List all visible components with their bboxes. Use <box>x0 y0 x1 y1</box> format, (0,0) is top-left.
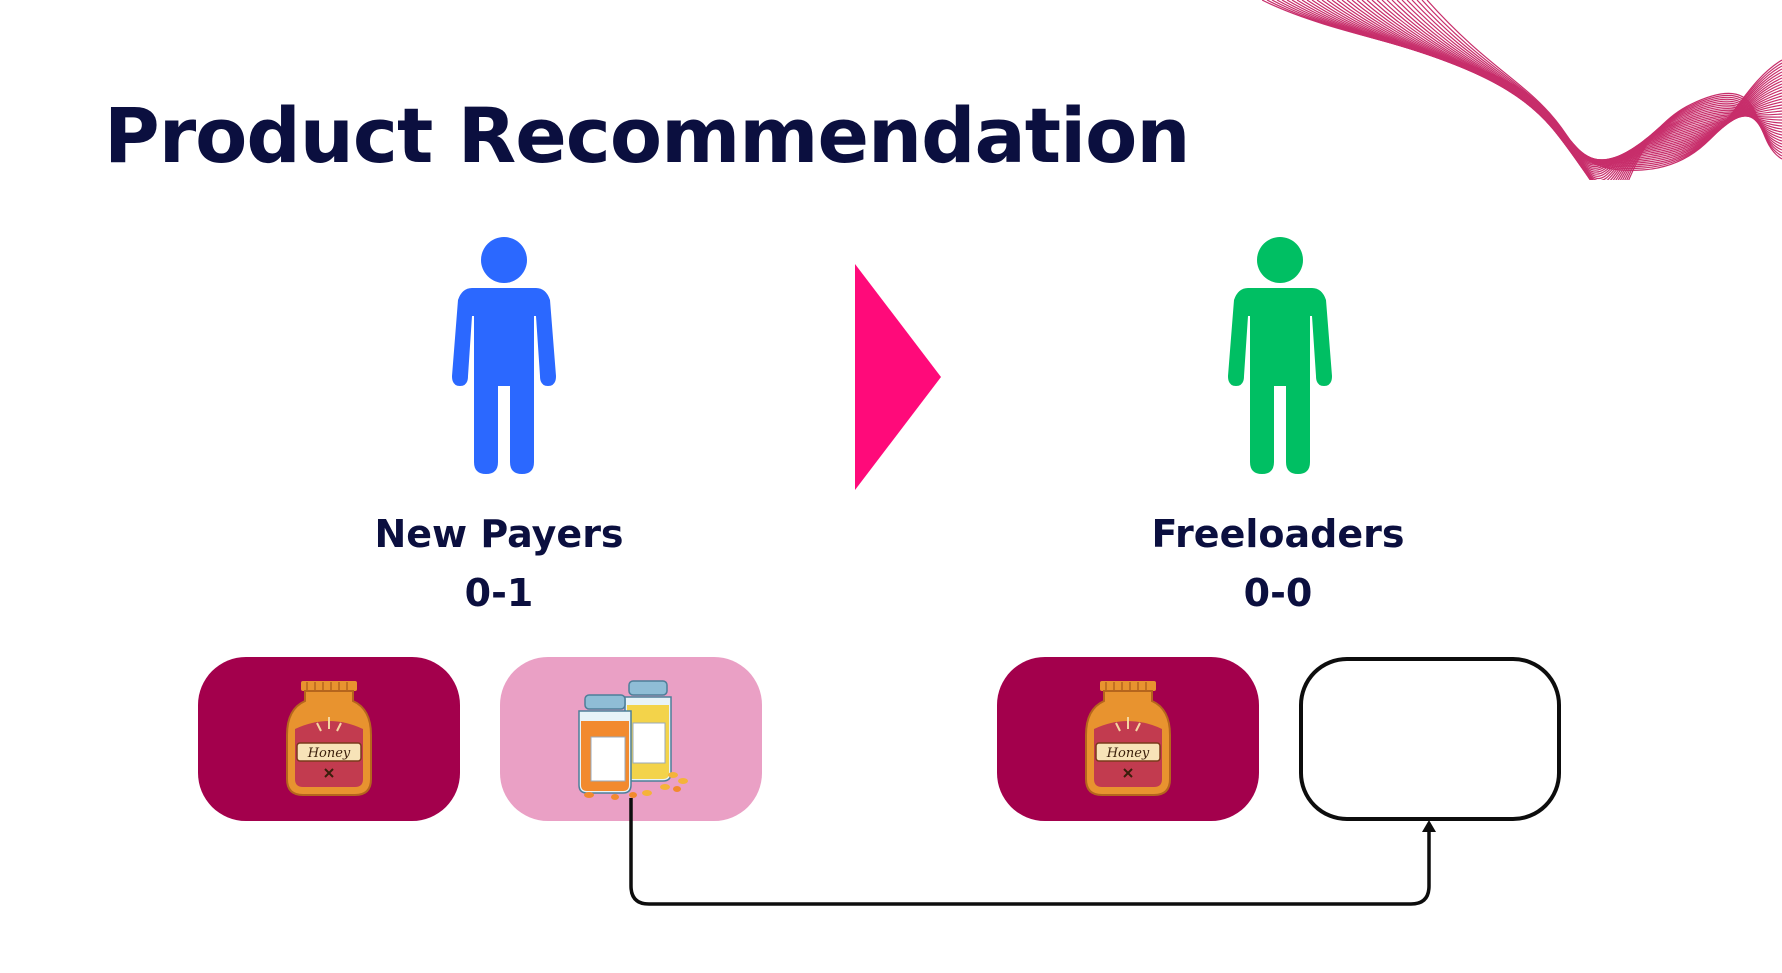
wave-line <box>1356 0 1782 173</box>
new-payers-person-icon <box>452 237 556 474</box>
wave-line <box>1336 0 1782 166</box>
wave-line <box>1421 0 1782 180</box>
pill-bottles-icon <box>578 680 688 800</box>
new-payers-score: 0-1 <box>464 571 534 615</box>
freeloaders-label: Freeloaders <box>1151 512 1405 556</box>
wave-line <box>1381 0 1782 180</box>
wave-line <box>1366 0 1782 177</box>
freeloaders-empty-product-slot <box>1299 657 1561 821</box>
wave-line <box>1406 0 1782 180</box>
honey-jar-icon: Honey <box>1085 681 1171 796</box>
honey-jar-icon: Honey <box>286 681 372 796</box>
new-payers-label: New Payers <box>374 512 624 556</box>
new-payers-product-card-honey: Honey <box>198 657 460 821</box>
wave-line <box>1346 0 1782 169</box>
honey-jar-label: Honey <box>307 746 351 761</box>
page-title: Product Recommendation <box>104 91 1190 180</box>
wave-line <box>1331 0 1782 165</box>
wave-line <box>1426 0 1782 180</box>
freeloaders-score: 0-0 <box>1243 571 1313 615</box>
wave-line <box>1396 0 1782 180</box>
wave-line <box>1391 0 1782 180</box>
wave-line <box>1301 0 1782 161</box>
honey-jar-label: Honey <box>1106 746 1150 761</box>
wave-line <box>1371 0 1782 179</box>
wave-line <box>1351 0 1782 171</box>
triangle-arrow-icon <box>855 264 941 490</box>
wave-line <box>1411 0 1782 180</box>
freeloaders-product-card-honey: Honey <box>997 657 1259 821</box>
wave-lines-decoration <box>1262 0 1782 180</box>
wave-line <box>1361 0 1782 175</box>
freeloaders-person-icon <box>1228 237 1332 474</box>
wave-line <box>1416 0 1782 180</box>
wave-line <box>1376 0 1782 180</box>
wave-line <box>1401 0 1782 180</box>
wave-line <box>1321 0 1782 162</box>
wave-line <box>1326 0 1782 163</box>
new-payers-product-card-pills <box>500 657 762 821</box>
wave-line <box>1386 0 1782 180</box>
wave-line <box>1341 0 1782 168</box>
